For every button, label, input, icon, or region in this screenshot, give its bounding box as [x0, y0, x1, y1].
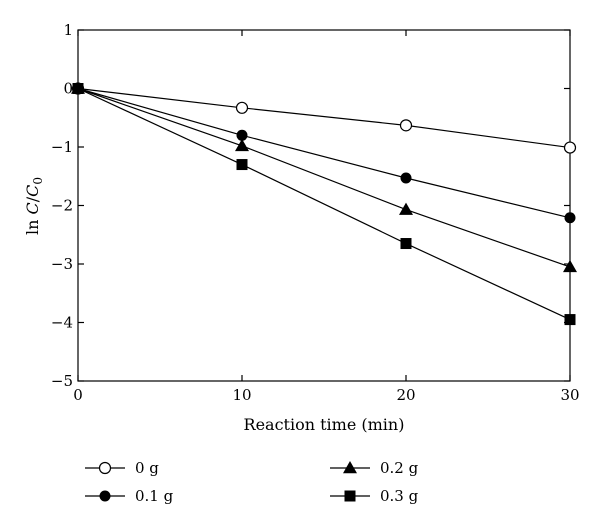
- series-line: [77, 87, 571, 268]
- plot-frame: [77, 29, 571, 382]
- data-point: [400, 238, 412, 250]
- series-circle-open: [71, 82, 577, 154]
- series-layer: [71, 81, 577, 326]
- series-line: [77, 87, 571, 149]
- y-tick-label: −3: [51, 255, 73, 273]
- legend: 0 g 0.1 g 0.2 g 0.3 g: [85, 459, 419, 505]
- data-point: [564, 314, 576, 326]
- y-axis-title-ln: ln: [23, 215, 42, 236]
- series-line: [77, 87, 571, 321]
- data-point: [563, 259, 577, 273]
- legend-label: 0 g: [135, 459, 159, 477]
- data-point: [399, 119, 413, 132]
- y-axis-title: ln C/C0: [23, 177, 45, 235]
- legend-label: 0.2 g: [380, 459, 419, 477]
- y-tick-label: −4: [51, 314, 73, 332]
- legend-entry: 0.1 g: [85, 487, 174, 505]
- legend-marker: [344, 490, 356, 502]
- data-point: [236, 129, 248, 141]
- x-tick-label: 30: [560, 386, 579, 404]
- y-axis-title-subscript: 0: [31, 177, 45, 185]
- legend-marker: [98, 461, 112, 475]
- data-point: [400, 172, 412, 184]
- legend-entry: 0.2 g: [330, 459, 419, 477]
- data-point: [235, 138, 249, 152]
- y-axis-title-c0: C: [23, 185, 42, 197]
- series-square: [72, 83, 576, 326]
- y-axis: 1 0 −1 −2 −3 −4 −5: [51, 21, 570, 390]
- legend-marker: [99, 490, 111, 502]
- data-point: [72, 83, 84, 94]
- x-tick-label: 20: [396, 386, 415, 404]
- y-tick-label: −5: [51, 372, 73, 390]
- y-tick-label: −2: [51, 197, 73, 215]
- data-point: [563, 141, 577, 154]
- x-tick-label: 0: [73, 386, 83, 404]
- legend-label: 0.3 g: [380, 487, 419, 505]
- data-point: [399, 202, 413, 215]
- legend-entry: 0 g: [85, 459, 159, 477]
- y-tick-label: 1: [63, 21, 73, 39]
- x-axis-title: Reaction time (min): [244, 415, 405, 434]
- y-tick-label: −1: [51, 138, 73, 156]
- legend-marker: [343, 461, 357, 474]
- data-point: [236, 159, 248, 171]
- y-axis-title-c: C: [23, 202, 42, 214]
- y-tick-label: 0: [63, 80, 73, 98]
- legend-entry: 0.3 g: [330, 487, 419, 505]
- data-point: [235, 101, 249, 114]
- y-axis-title-slash: /: [23, 196, 42, 202]
- series-line: [77, 87, 571, 219]
- x-tick-label: 10: [232, 386, 251, 404]
- legend-label: 0.1 g: [135, 487, 174, 505]
- series-circle-filled: [72, 83, 576, 224]
- series-triangle: [71, 81, 577, 273]
- data-point: [564, 212, 576, 224]
- x-axis: 0 10 20 30: [73, 30, 580, 404]
